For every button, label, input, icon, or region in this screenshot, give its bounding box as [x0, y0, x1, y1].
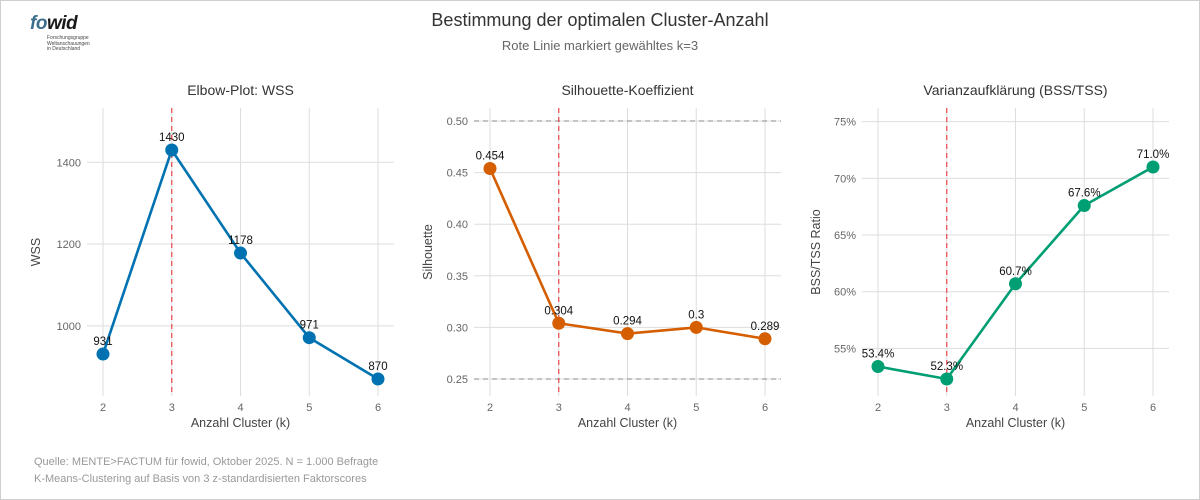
data-point	[940, 372, 954, 386]
panel-title: Elbow-Plot: WSS	[187, 82, 294, 98]
y-axis-label: Silhouette	[421, 224, 435, 280]
data-point	[483, 161, 497, 175]
y-tick-label: 0.25	[447, 374, 468, 386]
logo-tagline: Forschungsgruppe Weltanschauungen in Deu…	[47, 35, 107, 53]
y-tick-label: 65%	[834, 230, 856, 242]
fowid-logo: fowid Forschungsgruppe Weltanschauungen …	[30, 14, 110, 58]
y-tick-label: 75%	[834, 117, 856, 129]
x-tick-label: 5	[306, 402, 312, 414]
panel-title: Silhouette-Koeffizient	[561, 82, 693, 98]
data-point	[1009, 277, 1022, 291]
chart-panel-1: 2 3 4 5 6 1000 1200 1400 931 1430 1178 971 870 Elbow-…	[29, 82, 394, 430]
x-tick-label: 2	[487, 402, 493, 414]
method-line: K-Means-Clustering auf Basis von 3 z-sta…	[34, 473, 367, 485]
logo-tagline-line: Forschungsgruppe	[47, 35, 89, 41]
x-tick-label: 4	[1012, 402, 1018, 414]
data-point	[96, 347, 110, 361]
x-tick-label: 3	[944, 402, 950, 414]
data-label: 1430	[159, 132, 185, 144]
x-tick-label: 5	[693, 402, 699, 414]
data-label: 0.3	[688, 309, 704, 321]
data-label: 0.454	[476, 150, 505, 162]
y-tick-label: 70%	[834, 173, 856, 185]
y-axis-label: WSS	[29, 238, 43, 266]
y-tick-label: 0.50	[447, 116, 468, 128]
data-point	[302, 331, 316, 345]
x-tick-label: 2	[100, 402, 106, 414]
data-label: 60.7%	[999, 266, 1032, 278]
x-tick-label: 4	[624, 402, 630, 414]
source-line: Quelle: MENTE>FACTUM für fowid, Oktober …	[34, 456, 379, 468]
data-label: 53.4%	[862, 349, 895, 361]
data-point	[234, 246, 247, 260]
data-label: 0.304	[544, 305, 573, 317]
y-axis-label: BSS/TSS Ratio	[809, 209, 823, 294]
chart-panel-3: 2 3 4 5 6 55% 60% 65% 70% 75% 53.4% 52.3% 60.7% 67.6%…	[809, 82, 1169, 430]
x-axis-label: Anzahl Cluster (k)	[191, 416, 290, 430]
source-note: Quelle: MENTE>FACTUM für fowid, Oktober …	[34, 454, 378, 488]
logo-tagline-line: Weltanschauungen	[47, 40, 90, 47]
y-tick-label: 1200	[57, 239, 81, 251]
logo-fo: fo	[30, 13, 47, 34]
data-label: 870	[368, 361, 387, 373]
data-point	[689, 320, 703, 334]
y-tick-label: 1000	[57, 321, 81, 333]
data-point	[871, 360, 885, 374]
y-tick-label: 0.40	[447, 219, 468, 231]
figure-subtitle: Rote Linie markiert gewähltes k=3	[501, 38, 699, 53]
y-tick-label: 0.35	[447, 271, 468, 283]
x-tick-label: 3	[169, 402, 175, 414]
x-tick-label: 5	[1081, 402, 1087, 414]
data-point	[1077, 199, 1091, 213]
y-tick-label: 0.30	[447, 322, 468, 334]
x-axis-label: Anzahl Cluster (k)	[966, 416, 1065, 430]
y-tick-label: 55%	[834, 343, 856, 355]
y-tick-label: 0.45	[447, 168, 468, 180]
data-point	[371, 372, 385, 386]
x-tick-label: 3	[556, 402, 562, 414]
chart-panel-2: 2 3 4 5 6 0.25 0.30 0.35 0.40 0.45 0.50 0.454 0.304 0…	[421, 82, 781, 430]
x-tick-label: 6	[1150, 402, 1156, 414]
data-label: 67.6%	[1068, 188, 1101, 200]
data-label: 0.289	[751, 321, 780, 333]
x-tick-label: 4	[237, 402, 243, 414]
y-tick-label: 1400	[57, 157, 81, 169]
data-label: 1178	[228, 235, 253, 247]
data-point	[552, 316, 566, 330]
figure-title: Bestimmung der optimalen Cluster-Anzahl	[431, 10, 769, 30]
data-label: 52.3%	[930, 361, 963, 373]
data-point	[1146, 160, 1160, 174]
logo-tagline-line: in Deutschland	[47, 46, 81, 52]
panel-title: Varianzaufklärung (BSS/TSS)	[923, 82, 1107, 98]
data-point	[165, 143, 179, 157]
data-label: 71.0%	[1137, 149, 1170, 161]
x-tick-label: 6	[762, 402, 768, 414]
data-label: 971	[300, 320, 319, 332]
y-tick-label: 60%	[834, 287, 856, 299]
data-label: 0.294	[613, 316, 642, 328]
data-point	[621, 327, 634, 341]
data-label: 931	[93, 336, 112, 348]
x-axis-label: Anzahl Cluster (k)	[578, 416, 677, 430]
x-tick-label: 2	[875, 402, 881, 414]
x-tick-label: 6	[375, 402, 381, 414]
logo-wid: wid	[46, 13, 78, 34]
data-point	[758, 332, 772, 346]
